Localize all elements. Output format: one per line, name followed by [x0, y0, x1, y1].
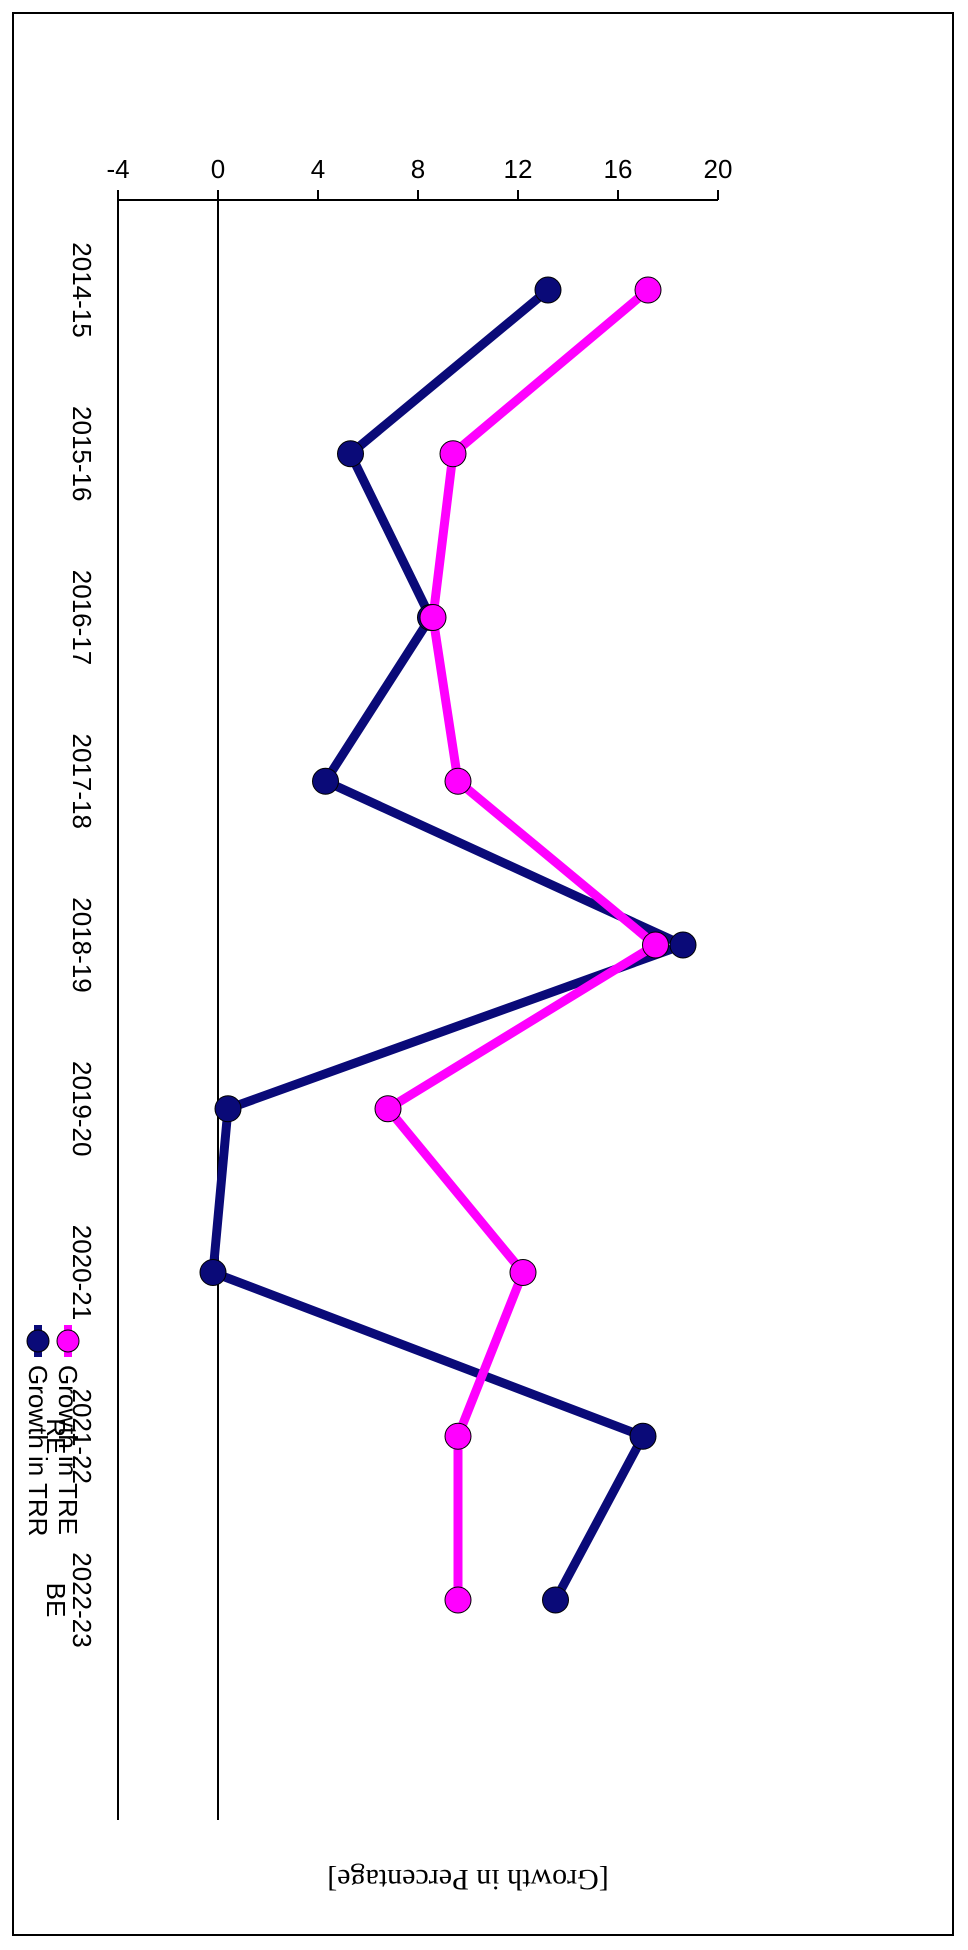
y-tick-label: 20 — [704, 154, 733, 184]
data-point — [214, 1095, 242, 1123]
series-line-1 — [383, 286, 660, 1600]
x-tick-label: 2017-18 — [67, 734, 97, 829]
data-point — [374, 1095, 402, 1123]
series-lines — [208, 286, 688, 1603]
x-tick-label: 2019-20 — [67, 1061, 97, 1156]
y-tick-label: 12 — [504, 154, 533, 184]
y-tick-label: 0 — [211, 154, 225, 184]
legend-marker-1 — [56, 1329, 80, 1353]
x-tick-label: 2015-16 — [67, 406, 97, 501]
data-point — [337, 440, 364, 468]
x-tick-label: 2016-17 — [67, 570, 97, 665]
x-tick-label-line: 2019-20 — [67, 1061, 97, 1156]
x-tick-label-line: 2015-16 — [67, 406, 97, 501]
series-points — [199, 276, 697, 1614]
data-point — [312, 767, 339, 795]
x-tick-label: 2022-23BE — [41, 1552, 97, 1647]
x-tick-label-line: BE — [41, 1583, 71, 1618]
legend-label-1: Growth in TRE — [53, 1365, 83, 1535]
x-tick-label: 2020-21 — [67, 1225, 97, 1320]
data-point — [444, 767, 472, 795]
data-point — [542, 1586, 569, 1614]
data-point — [534, 276, 562, 304]
x-tick-label-line: 2022-23 — [67, 1552, 97, 1647]
data-point — [444, 1422, 472, 1450]
x-tick-label-line: 2020-21 — [67, 1225, 97, 1320]
y-tick-label: 4 — [311, 154, 325, 184]
y-axis-label: [Growth in Percentage] — [327, 1863, 609, 1896]
y-tick-label: 8 — [411, 154, 425, 184]
axes: 20 16 12 8 4 0 -4 2014-15 2015-16 2016-17 2017-18 2… — [41, 154, 732, 1820]
x-tick-label-line: RE — [41, 1418, 71, 1454]
data-point — [439, 440, 467, 468]
x-tick-label: 2021-22RE — [41, 1389, 97, 1484]
legend-label-0: Growth in TRR — [23, 1365, 53, 1536]
y-tick-label: 16 — [604, 154, 633, 184]
data-point — [419, 604, 447, 631]
legend-marker-0 — [26, 1329, 50, 1353]
data-point — [444, 1586, 472, 1614]
data-point — [669, 931, 697, 959]
data-point — [642, 931, 669, 959]
x-tick-label-line: 2017-18 — [67, 734, 97, 829]
data-point — [634, 276, 662, 304]
x-tick-label-line: 2018-19 — [67, 897, 97, 992]
legend: Growth in TRR Growth in TRE — [23, 1325, 83, 1536]
x-tick-label-line: 2021-22 — [67, 1389, 97, 1484]
y-tick-label: -4 — [106, 154, 129, 184]
chart-frame — [12, 12, 954, 1936]
x-tick-label: 2018-19 — [67, 897, 97, 992]
data-point — [199, 1259, 227, 1286]
x-tick-label-line: 2016-17 — [67, 570, 97, 665]
data-point — [509, 1259, 537, 1286]
x-tick-label: 2014-15 — [67, 242, 97, 337]
x-tick-label-line: 2014-15 — [67, 242, 97, 337]
data-point — [629, 1422, 657, 1450]
